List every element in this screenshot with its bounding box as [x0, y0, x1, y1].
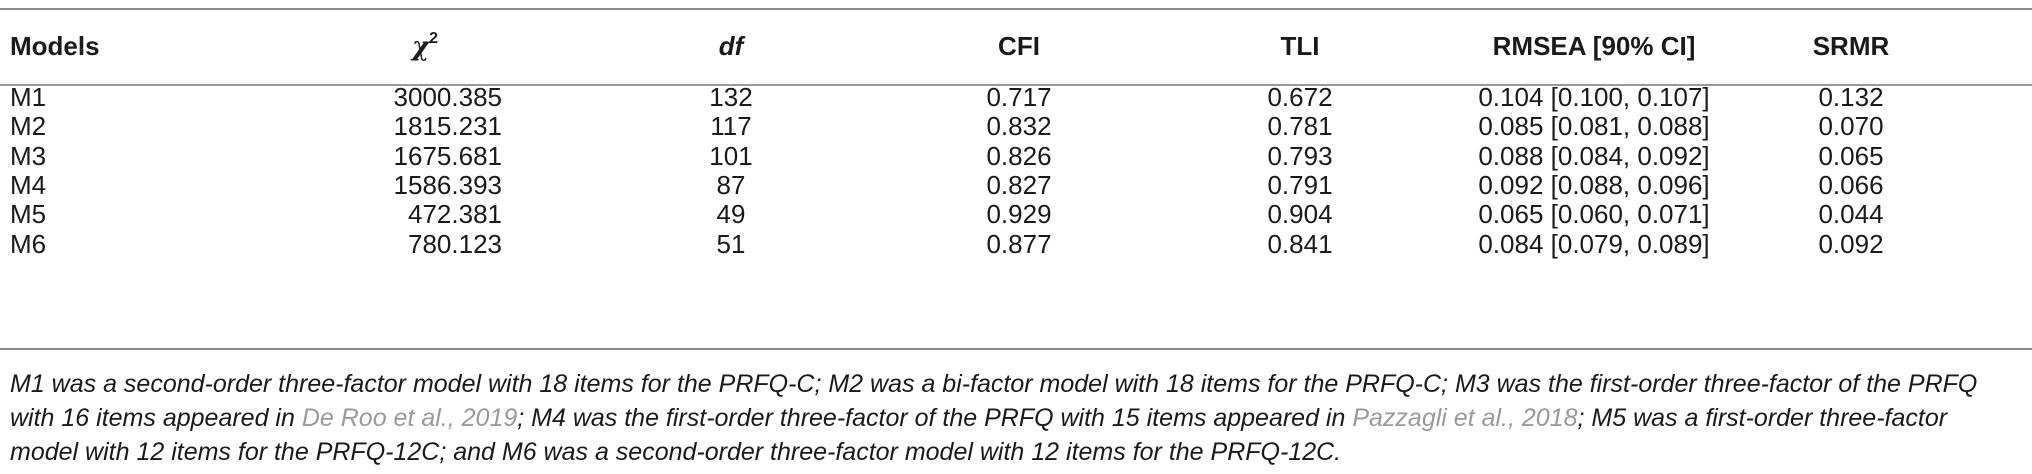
cell-rmsea: 0.065 [0.060, 0.071] [1478, 199, 1710, 230]
table-bottom-rule [0, 348, 2032, 350]
cell-cfi: 0.929 [986, 199, 1052, 230]
cell-cfi: 0.832 [986, 111, 1052, 142]
table-top-rule [0, 8, 2032, 10]
cell-chi-square: 1586.393 [393, 169, 502, 200]
cell-chi-square: 780.123 [408, 228, 502, 259]
cell-chi-square: 3000.385 [393, 82, 502, 112]
cell-tli: 0.841 [1267, 228, 1333, 259]
cell-rmsea: 0.085 [0.081, 0.088] [1478, 111, 1710, 142]
chi-superscript: 2 [429, 30, 439, 47]
cell-tli: 0.781 [1267, 111, 1333, 142]
cell-model: M4 [10, 169, 47, 200]
cell-rmsea: 0.092 [0.088, 0.096] [1478, 169, 1710, 200]
note-text-1: M1 was a second-order three-factor model… [10, 370, 1978, 432]
header-tli: TLI [1280, 31, 1320, 61]
cell-model: M5 [10, 199, 47, 230]
citation-pazzagli[interactable]: Pazzagli et al., 2018 [1352, 404, 1578, 432]
cell-rmsea: 0.088 [0.084, 0.092] [1478, 140, 1710, 171]
cell-model: M1 [10, 82, 47, 112]
cell-tli: 0.791 [1267, 169, 1333, 200]
citation-de-roo[interactable]: De Roo et al., 2019 [301, 404, 518, 432]
cell-tli: 0.793 [1267, 140, 1333, 171]
cell-chi-square: 1675.681 [393, 140, 502, 171]
cell-df: 101 [709, 140, 753, 171]
header-rmsea: RMSEA [90% CI] [1492, 31, 1696, 61]
note-text-3: ; M5 was a first-order three-factor mode… [10, 404, 1948, 466]
cell-rmsea: 0.084 [0.079, 0.089] [1478, 228, 1710, 259]
header-srmr: SRMR [1812, 31, 1890, 61]
cell-cfi: 0.826 [986, 140, 1052, 171]
cell-rmsea: 0.104 [0.100, 0.107] [1478, 82, 1710, 112]
cell-tli: 0.904 [1267, 199, 1333, 230]
cell-tli: 0.672 [1267, 82, 1333, 112]
header-rule [0, 84, 2032, 86]
cell-df: 49 [716, 199, 746, 230]
cell-srmr: 0.092 [1818, 228, 1884, 259]
cell-df: 87 [716, 169, 746, 200]
header-df: df [718, 31, 744, 61]
cell-cfi: 0.717 [986, 82, 1052, 112]
cell-df: 117 [710, 111, 752, 142]
cell-df: 51 [716, 228, 746, 259]
cell-chi-square: 472.381 [408, 199, 502, 230]
cell-chi-square: 1815.231 [393, 111, 502, 142]
cell-srmr: 0.044 [1818, 199, 1884, 230]
header-chi-square: χ2 [412, 30, 439, 63]
cell-df: 132 [709, 82, 753, 112]
cell-srmr: 0.132 [1818, 82, 1884, 112]
cell-cfi: 0.827 [986, 169, 1052, 200]
cell-model: M2 [10, 111, 47, 142]
cell-srmr: 0.070 [1818, 111, 1884, 142]
note-text-2: ; M4 was the first-order three-factor of… [517, 404, 1353, 432]
cell-model: M6 [10, 228, 47, 259]
header-models: Models [10, 31, 100, 61]
cell-srmr: 0.065 [1818, 140, 1884, 171]
cell-model: M3 [10, 140, 47, 171]
cell-cfi: 0.877 [986, 228, 1052, 259]
table-note: M1 was a second-order three-factor model… [10, 367, 2020, 469]
header-cfi: CFI [998, 31, 1040, 61]
chi-symbol: χ [412, 32, 430, 62]
cell-srmr: 0.066 [1818, 169, 1884, 200]
